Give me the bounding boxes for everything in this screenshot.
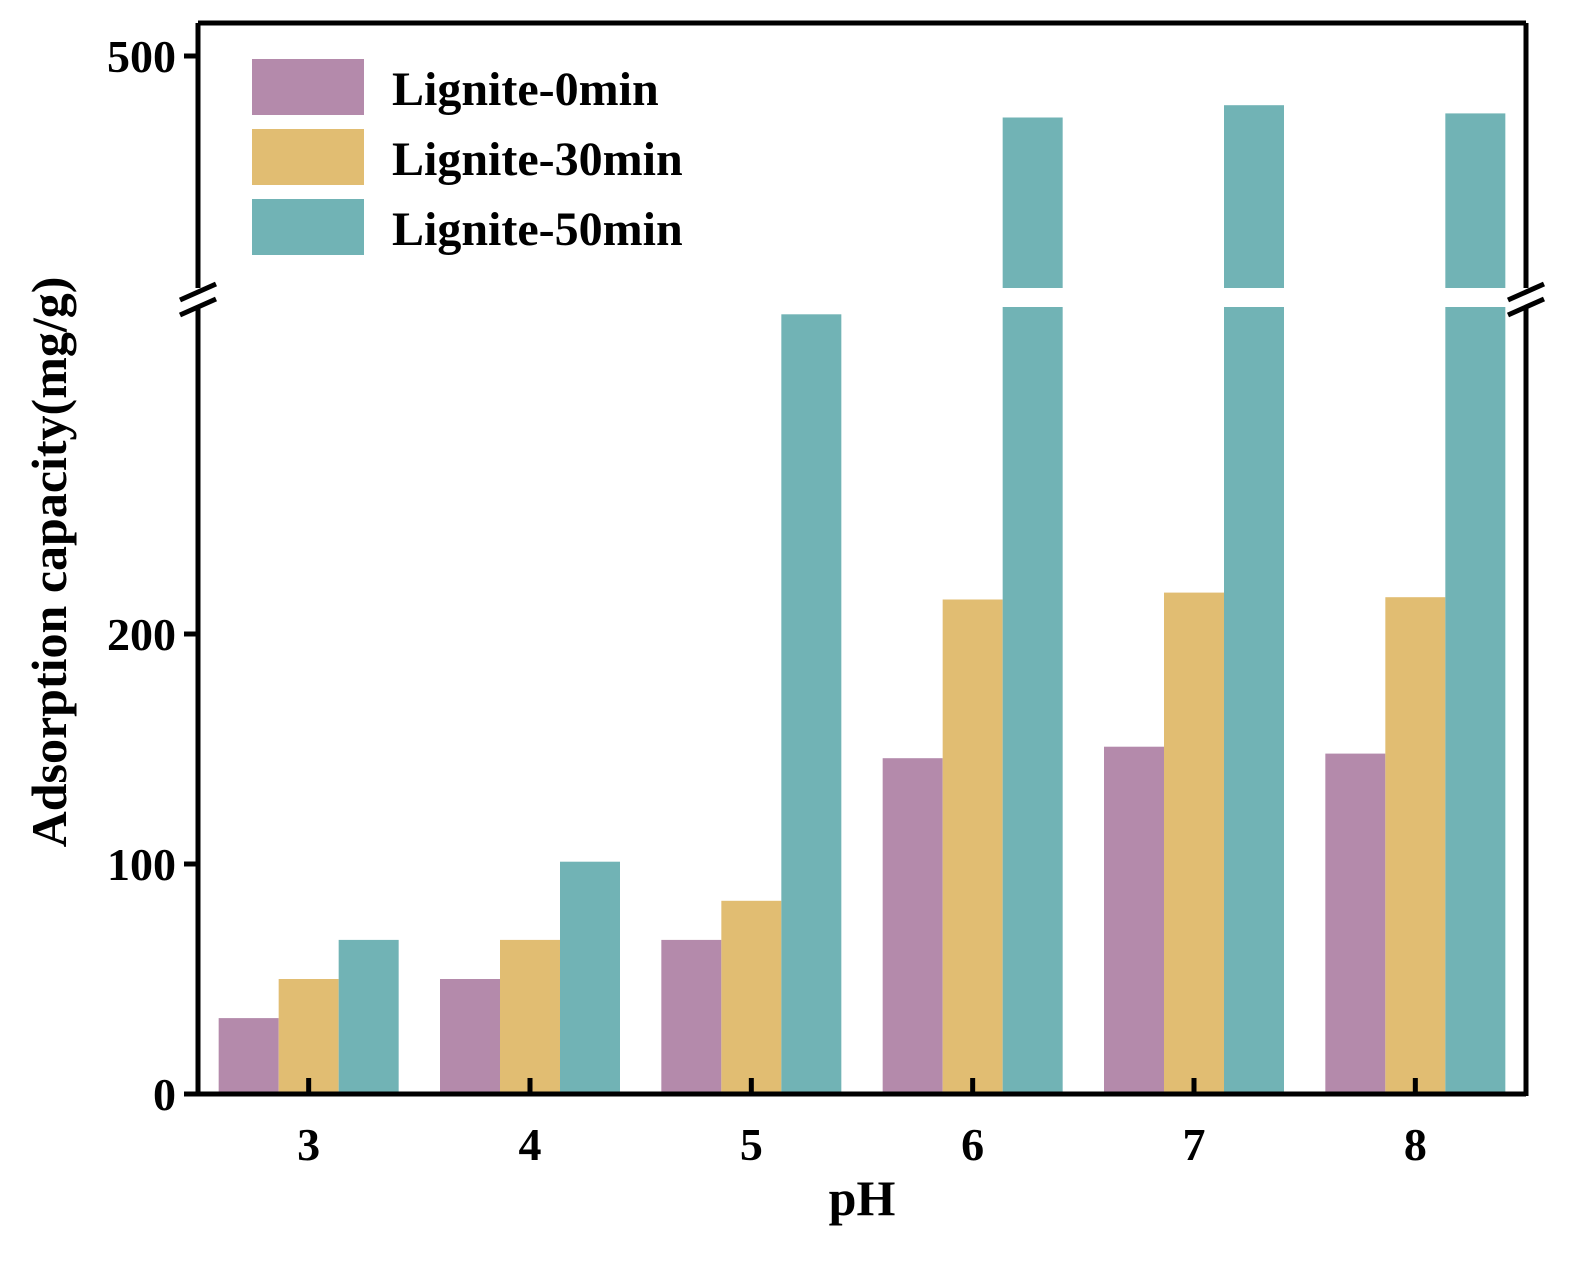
x-tick-label-8: 8 bbox=[1404, 1119, 1427, 1170]
right-axis-break-mark-1 bbox=[1506, 281, 1546, 303]
legend-swatch-lignite-30min bbox=[252, 129, 364, 185]
x-axis-title: pH bbox=[829, 1170, 896, 1226]
y-tick-label-0: 0 bbox=[153, 1069, 176, 1120]
right-axis-break-mark-2 bbox=[1506, 296, 1546, 318]
bar-lignite-30min-ph8 bbox=[1385, 597, 1446, 1094]
y-tick-label-100: 100 bbox=[107, 839, 176, 890]
bar-lignite-30min-ph7 bbox=[1164, 592, 1224, 1094]
legend-label-lignite-50min: Lignite-50min bbox=[392, 203, 683, 256]
bar-lignite-0min-ph7 bbox=[1104, 746, 1164, 1094]
left-axis-break-mark-1 bbox=[178, 281, 218, 303]
bar-lignite-50min-ph7-upper bbox=[1224, 105, 1284, 288]
bar-lignite-50min-ph8-lower bbox=[1445, 307, 1506, 1094]
legend-swatch-lignite-50min bbox=[252, 199, 364, 255]
bar-lignite-30min-ph5 bbox=[721, 900, 782, 1094]
y-tick-label-200: 200 bbox=[107, 609, 176, 660]
bar-lignite-0min-ph6 bbox=[882, 758, 943, 1094]
legend-label-lignite-30min: Lignite-30min bbox=[392, 133, 683, 186]
y-axis-title: Adsorption capacity(mg/g) bbox=[21, 277, 77, 848]
x-tick-label-7: 7 bbox=[1183, 1119, 1206, 1170]
left-axis-break-mark-2 bbox=[178, 296, 218, 318]
bar-lignite-50min-ph3 bbox=[338, 939, 399, 1094]
y-tick-label-500: 500 bbox=[107, 31, 176, 82]
bar-lignite-50min-ph5 bbox=[781, 314, 842, 1094]
bars-group bbox=[218, 105, 1506, 1094]
bar-lignite-30min-ph3 bbox=[278, 979, 339, 1094]
bar-lignite-50min-ph6-lower bbox=[1002, 307, 1063, 1094]
bar-lignite-0min-ph4 bbox=[440, 979, 500, 1094]
legend: Lignite-0min Lignite-30min Lignite-50min bbox=[252, 59, 683, 256]
bar-lignite-30min-ph4 bbox=[500, 939, 560, 1094]
bar-lignite-50min-ph8-upper bbox=[1445, 113, 1506, 289]
bar-lignite-50min-ph7-lower bbox=[1224, 307, 1284, 1094]
x-tick-label-3: 3 bbox=[297, 1119, 320, 1170]
legend-swatch-lignite-0min bbox=[252, 59, 364, 115]
bar-lignite-0min-ph8 bbox=[1325, 753, 1386, 1094]
bar-lignite-30min-ph6 bbox=[942, 599, 1003, 1094]
x-tick-label-5: 5 bbox=[740, 1119, 763, 1170]
bar-lignite-50min-ph4 bbox=[560, 861, 620, 1094]
x-tick-label-4: 4 bbox=[519, 1119, 542, 1170]
x-tick-label-6: 6 bbox=[961, 1119, 984, 1170]
bar-lignite-0min-ph3 bbox=[218, 1018, 279, 1094]
bar-lignite-50min-ph6-upper bbox=[1002, 117, 1063, 288]
legend-label-lignite-0min: Lignite-0min bbox=[392, 63, 659, 116]
axes-group: 0 100 200 500 3 4 5 6 7 8 bbox=[107, 20, 1546, 1170]
bar-lignite-0min-ph5 bbox=[661, 939, 722, 1094]
